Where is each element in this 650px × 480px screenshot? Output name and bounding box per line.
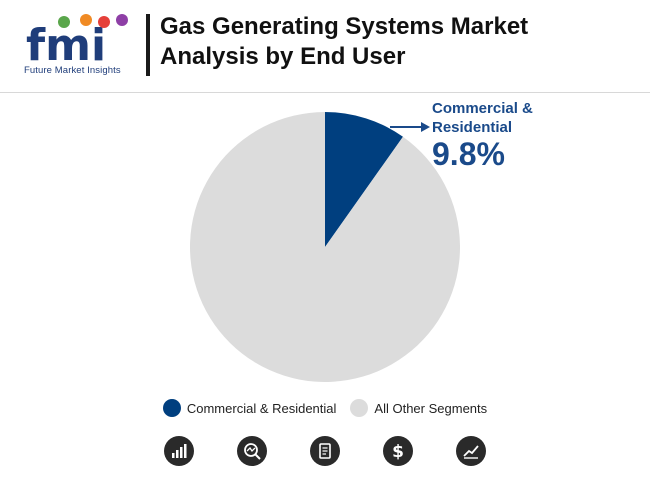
legend-swatch-other — [350, 399, 369, 417]
magnifier-chart-icon[interactable] — [237, 436, 267, 466]
callout-arrow-head — [421, 122, 430, 132]
pie-slice-all-other-segments[interactable] — [190, 112, 461, 382]
footer-icon-row: $ — [0, 436, 650, 470]
header: fmi Future Market Insights Gas Generatin… — [0, 0, 650, 93]
dollar-icon[interactable]: $ — [383, 436, 413, 466]
title-line-1: Gas Generating Systems Market — [160, 13, 529, 40]
logo-tagline: Future Market Insights — [24, 65, 121, 76]
legend-swatch-commercial — [162, 399, 181, 417]
report-document-icon[interactable] — [310, 436, 340, 466]
pie-chart — [190, 112, 461, 382]
page-title: Gas Generating Systems Market Analysis b… — [160, 12, 630, 72]
callout-label: Commercial & Residential — [432, 100, 533, 136]
legend-item-other[interactable]: All Other Segments — [350, 399, 487, 417]
fmi-logo[interactable]: fmi Future Market Insights — [24, 12, 134, 80]
svg-text:$: $ — [392, 442, 404, 461]
legend-label-commercial: Commercial & Residential — [186, 400, 337, 416]
legend-label-other: All Other Segments — [374, 400, 488, 416]
title-accent-bar — [146, 14, 150, 76]
title-line-2: Analysis by End User — [160, 43, 406, 70]
callout-arrow — [390, 122, 430, 132]
fmi-logo-mark: fmi — [26, 14, 128, 71]
callout-value: 9.8% — [432, 136, 505, 172]
pie-slice-commercial-residential[interactable] — [325, 112, 403, 247]
legend-item-commercial[interactable]: Commercial & Residential — [162, 399, 337, 417]
line-trend-icon[interactable] — [456, 436, 486, 466]
bar-growth-icon[interactable] — [164, 436, 194, 466]
chart-legend: Commercial & Residential All Other Segme… — [0, 396, 650, 420]
svg-text:fmi: fmi — [26, 20, 106, 64]
